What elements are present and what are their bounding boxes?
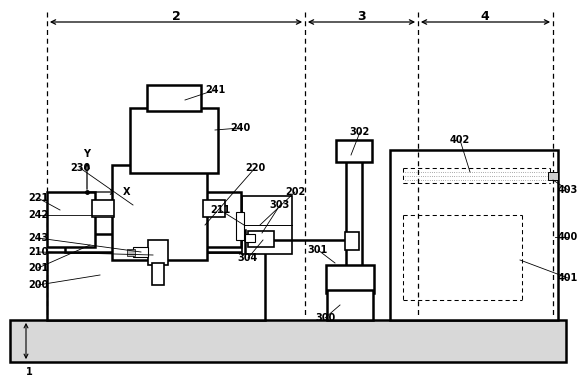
Bar [345,232,359,250]
Bar [47,252,265,320]
Bar [112,165,207,260]
Text: 221: 221 [28,193,48,203]
Bar [133,247,148,257]
Bar [72,218,82,236]
Text: 4: 4 [481,10,489,24]
Text: 3: 3 [357,10,365,24]
Text: 230: 230 [70,163,90,173]
Text: 1: 1 [25,367,32,377]
Text: 403: 403 [558,185,578,195]
Text: 201: 201 [28,263,48,273]
Bar [336,140,372,162]
Text: 2: 2 [171,10,181,24]
Bar [327,290,373,320]
Text: 200: 200 [28,280,48,290]
Text: 302: 302 [350,127,370,137]
Bar [92,200,114,217]
Bar [225,218,235,236]
Bar [205,192,241,247]
Bar [47,192,95,247]
Text: X: X [123,187,131,197]
Bar [346,145,362,293]
Text: 240: 240 [230,123,250,133]
Text: 300: 300 [315,313,335,323]
Text: 210: 210 [28,247,48,257]
Text: 242: 242 [28,210,48,220]
Bar [236,212,244,240]
Bar [245,234,255,242]
Text: 220: 220 [245,163,265,173]
Bar [148,240,168,265]
Text: 241: 241 [205,85,225,95]
Text: 301: 301 [308,245,328,255]
Text: 304: 304 [238,253,258,263]
Bar [326,265,374,293]
Text: 202: 202 [285,187,305,197]
Text: 211: 211 [210,205,230,215]
Bar [65,234,250,252]
Text: 303: 303 [270,200,290,210]
Bar [130,108,218,173]
Bar [10,320,566,362]
Bar [248,231,274,247]
Text: 400: 400 [558,232,578,242]
Bar [390,150,558,320]
Text: 243: 243 [28,233,48,243]
Text: Y: Y [83,149,90,159]
Bar [127,249,135,256]
Bar [203,200,225,217]
Text: 402: 402 [450,135,470,145]
Bar [242,196,292,254]
Bar [152,263,164,285]
Bar [147,85,201,111]
Text: 401: 401 [558,273,578,283]
Bar [548,172,558,180]
